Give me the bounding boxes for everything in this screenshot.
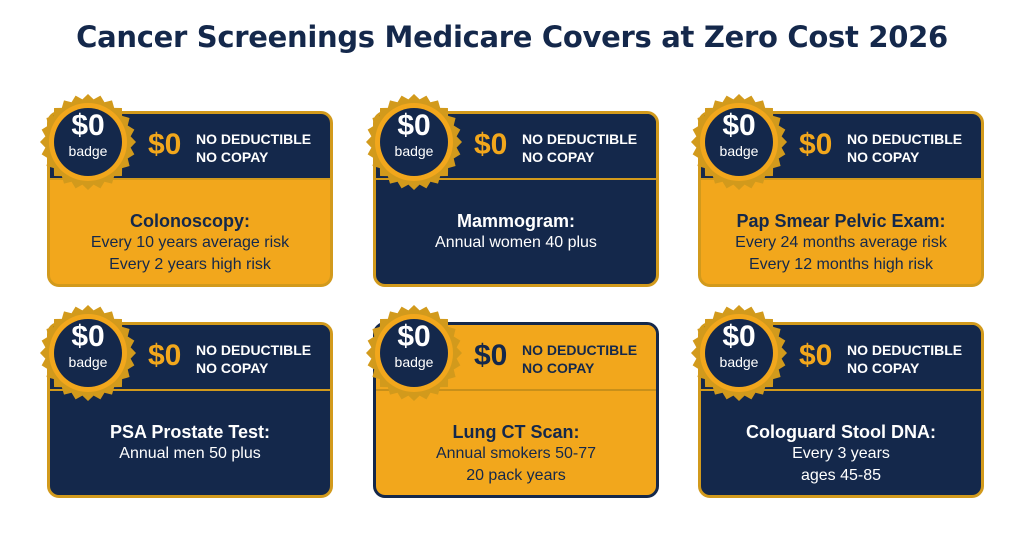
- screening-name: Mammogram:: [456, 211, 576, 231]
- card-body: Pap Smear Pelvic Exam: Every 24 months a…: [701, 180, 981, 284]
- screening-detail-2: ages 45-85: [800, 467, 882, 484]
- seal-navy-core: [380, 319, 448, 387]
- card-body: Lung CT Scan: Annual smokers 50-77 20 pa…: [376, 391, 656, 495]
- zero-cost-seal: $0 badge: [689, 303, 789, 403]
- card-mammogram: $0 NO DEDUCTIBLE NO COPAY Mammogram: Ann…: [373, 111, 659, 287]
- seal-navy-core: [380, 108, 448, 176]
- zero-cost-label: $0: [474, 339, 508, 372]
- cost-terms: NO DEDUCTIBLE NO COPAY: [522, 130, 637, 166]
- no-deductible-label: NO DEDUCTIBLE: [522, 342, 638, 358]
- seal-navy-core: [705, 319, 773, 387]
- seal-label: badge: [394, 143, 434, 159]
- card-body: PSA Prostate Test: Annual men 50 plus: [50, 391, 330, 495]
- seal-shape-icon: [691, 94, 787, 190]
- seal-shape-icon: [366, 94, 462, 190]
- no-deductible-label: NO DEDUCTIBLE: [196, 342, 312, 358]
- zero-cost-seal: $0 badge: [364, 303, 464, 403]
- zero-cost-seal: $0 badge: [689, 92, 789, 192]
- no-copay-label: NO COPAY: [522, 149, 595, 165]
- seal-shape-icon: [366, 305, 462, 401]
- screening-detail-1: Every 3 years: [792, 445, 890, 462]
- seal-value: $0: [722, 320, 756, 353]
- screening-detail-1: Annual smokers 50-77: [435, 445, 597, 462]
- screening-detail-1: Every 24 months average risk: [735, 234, 947, 251]
- zero-cost-label: $0: [148, 128, 182, 161]
- seal-value: $0: [397, 109, 431, 142]
- screening-detail-1: Annual women 40 plus: [435, 234, 597, 251]
- cost-terms: NO DEDUCTIBLE NO COPAY: [847, 341, 962, 377]
- zero-cost-seal: $0 badge: [364, 92, 464, 192]
- screening-detail-2: 20 pack years: [466, 467, 566, 484]
- no-copay-label: NO COPAY: [196, 149, 269, 165]
- screening-name: Lung CT Scan:: [452, 422, 580, 442]
- seal-label: badge: [68, 354, 108, 370]
- card-body: Cologuard Stool DNA: Every 3 years ages …: [701, 391, 981, 495]
- seal-label: badge: [719, 354, 759, 370]
- page-title: Cancer Screenings Medicare Covers at Zer…: [76, 20, 948, 54]
- screening-detail-2: Every 2 years high risk: [109, 256, 271, 273]
- screening-name: Pap Smear Pelvic Exam:: [736, 211, 946, 231]
- no-copay-label: NO COPAY: [196, 360, 269, 376]
- seal-value: $0: [397, 320, 431, 353]
- screening-name: PSA Prostate Test:: [109, 422, 271, 442]
- no-deductible-label: NO DEDUCTIBLE: [196, 131, 312, 147]
- zero-cost-label: $0: [474, 128, 508, 161]
- screening-name: Colonoscopy:: [130, 211, 250, 231]
- seal-shape-icon: [691, 305, 787, 401]
- no-copay-label: NO COPAY: [847, 149, 920, 165]
- no-copay-label: NO COPAY: [847, 360, 920, 376]
- no-deductible-label: NO DEDUCTIBLE: [847, 131, 963, 147]
- no-deductible-label: NO DEDUCTIBLE: [522, 131, 638, 147]
- seal-shape-icon: [40, 305, 136, 401]
- seal-navy-core: [705, 108, 773, 176]
- card-body: Mammogram: Annual women 40 plus: [376, 180, 656, 284]
- zero-cost-seal: $0 badge: [38, 303, 138, 403]
- zero-cost-seal: $0 badge: [38, 92, 138, 192]
- seal-value: $0: [722, 109, 756, 142]
- cost-terms: NO DEDUCTIBLE NO COPAY: [847, 130, 962, 166]
- seal-navy-core: [54, 108, 122, 176]
- zero-cost-label: $0: [148, 339, 182, 372]
- screening-detail-2: Every 12 months high risk: [748, 256, 934, 273]
- seal-navy-core: [54, 319, 122, 387]
- seal-label: badge: [394, 354, 434, 370]
- cost-terms: NO DEDUCTIBLE NO COPAY: [522, 341, 637, 377]
- cost-terms: NO DEDUCTIBLE NO COPAY: [196, 341, 311, 377]
- seal-value: $0: [71, 109, 105, 142]
- card-body: Colonoscopy: Every 10 years average risk…: [50, 180, 330, 284]
- cost-terms: NO DEDUCTIBLE NO COPAY: [196, 130, 311, 166]
- seal-shape-icon: [40, 94, 136, 190]
- no-copay-label: NO COPAY: [522, 360, 595, 376]
- no-deductible-label: NO DEDUCTIBLE: [847, 342, 963, 358]
- seal-value: $0: [71, 320, 105, 353]
- zero-cost-label: $0: [799, 339, 833, 372]
- screening-detail-1: Every 10 years average risk: [90, 234, 290, 251]
- zero-cost-label: $0: [799, 128, 833, 161]
- seal-label: badge: [719, 143, 759, 159]
- screening-detail-1: Annual men 50 plus: [119, 445, 261, 462]
- screening-name: Cologuard Stool DNA:: [746, 422, 936, 442]
- seal-label: badge: [68, 143, 108, 159]
